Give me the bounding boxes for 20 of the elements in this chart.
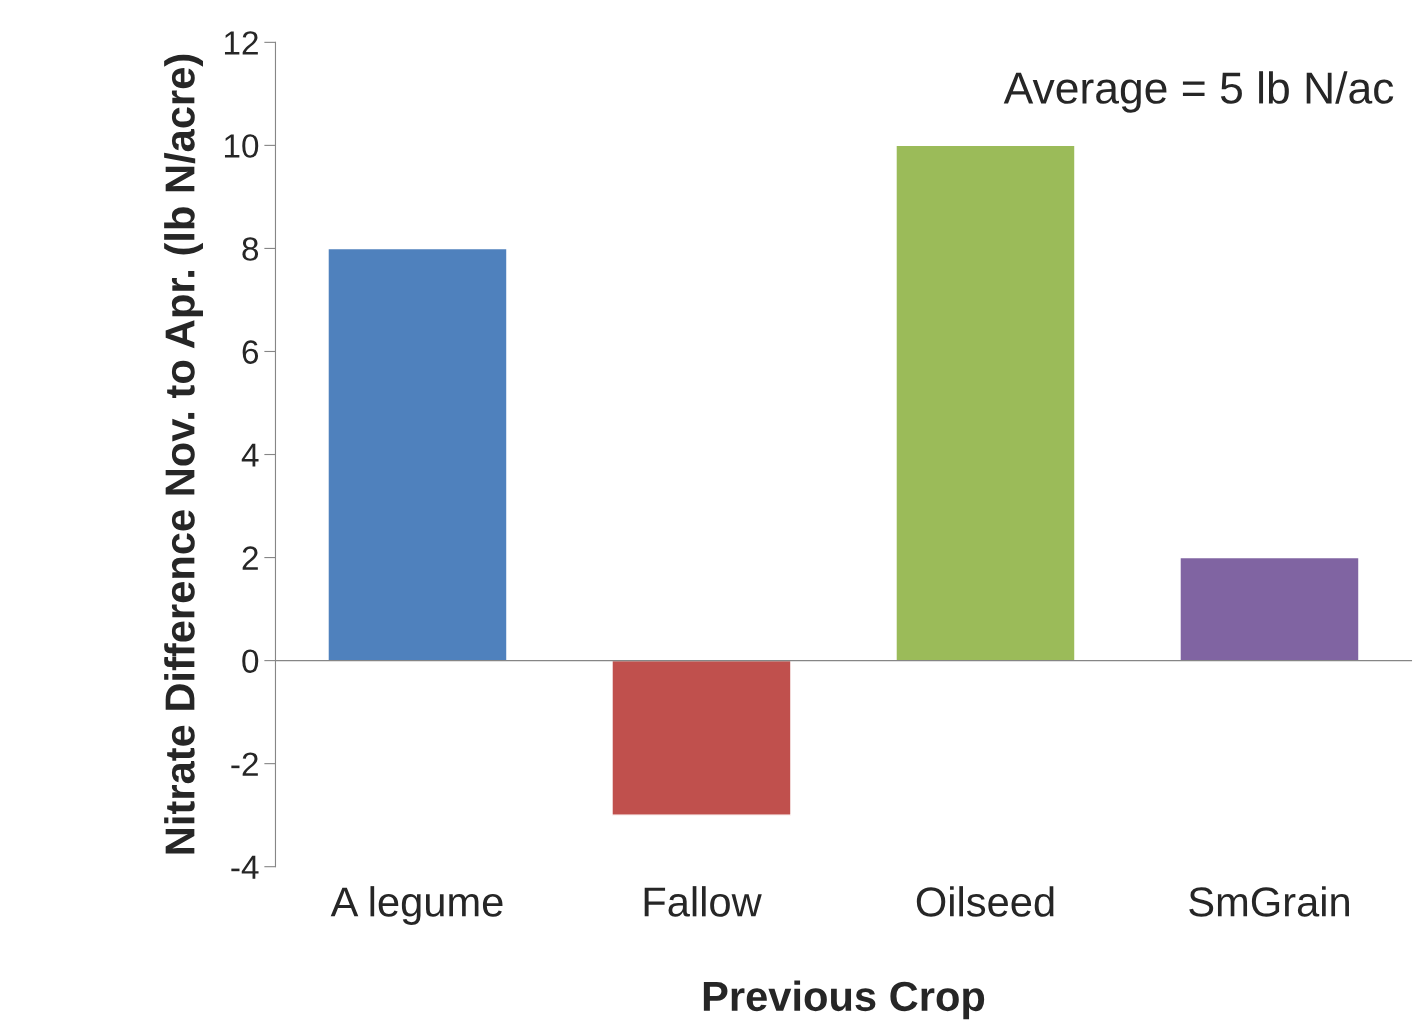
y-axis-title: Nitrate Difference Nov. to Apr. (lb N/acre) xyxy=(164,54,203,854)
y-tick-label: 12 xyxy=(224,31,258,55)
x-tick-label: A legume xyxy=(330,886,503,925)
annotation: Average = 5 lb N/ac xyxy=(1003,71,1394,113)
y-tick-label: 6 xyxy=(242,340,259,364)
y-tick-label: -2 xyxy=(231,752,258,776)
x-tick-label: SmGrain xyxy=(1189,886,1349,917)
x-tick-label: Fallow xyxy=(644,886,762,917)
x-tick-label: Oilseed xyxy=(916,886,1054,917)
y-tick-label: 0 xyxy=(242,649,259,674)
y-tick-label: 2 xyxy=(242,546,258,570)
bar xyxy=(895,144,1076,662)
y-tick-label: -4 xyxy=(231,855,259,879)
bar xyxy=(1179,556,1360,662)
x-axis-title: Previous Crop xyxy=(703,980,985,1020)
y-tick-label: 4 xyxy=(241,443,259,467)
bar xyxy=(611,659,792,816)
y-tick-label: 10 xyxy=(224,134,259,158)
bar xyxy=(327,247,508,662)
y-tick-label: 8 xyxy=(242,237,259,261)
